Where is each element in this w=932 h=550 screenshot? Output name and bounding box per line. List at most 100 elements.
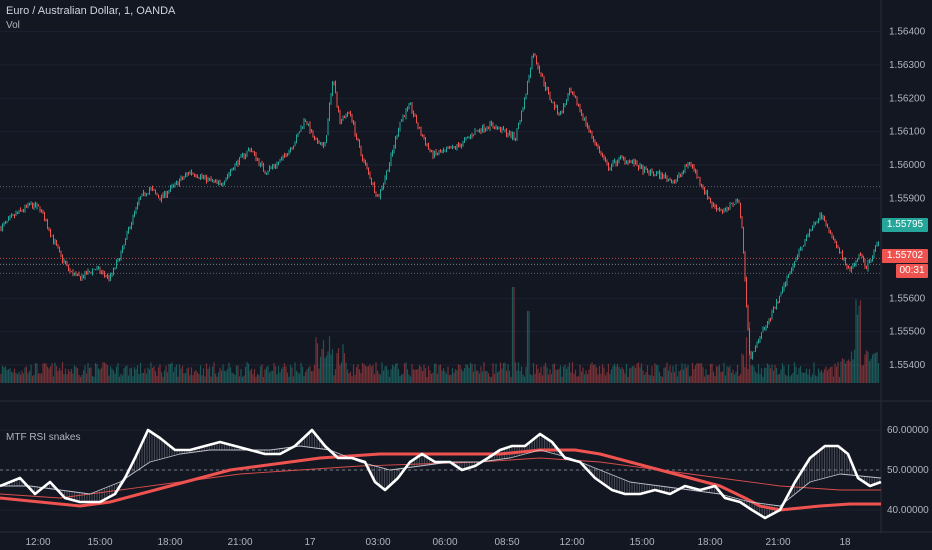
volume-bar [321,348,323,383]
volume-bar [805,368,808,383]
volume-bar [21,370,23,383]
volume-bar [552,364,554,383]
volume-bar [255,376,257,383]
volume-bar [151,367,154,383]
volume-bar [132,376,134,383]
volume-bar [763,367,766,383]
volume-bar [784,374,787,383]
volume-bar [226,368,229,383]
volume-bar [766,363,769,383]
volume-bar [18,371,20,383]
volume-bar [402,373,404,383]
volume-bar [840,361,842,383]
volume-bar [208,366,211,383]
volume-bar [319,356,322,383]
volume-bar [223,370,226,383]
volume-bar [579,364,581,383]
volume-bar [810,376,812,383]
volume-bar [393,366,395,383]
volume-bar [228,362,230,383]
volume-bar [10,371,13,383]
volume-bar [747,368,749,383]
volume-bar [207,368,209,383]
volume-bar [303,376,305,383]
volume-bar [481,371,484,383]
volume-bar [147,367,149,383]
volume-bar [294,362,296,383]
volume-bar [634,367,637,383]
volume-bar [753,366,755,383]
volume-bar [100,367,103,383]
volume-bar [88,367,91,383]
volume-bar [462,371,464,383]
volume-bar [627,376,629,383]
time-tick-label: 18 [839,537,851,548]
volume-bar [855,299,857,383]
volume-bar [201,375,203,383]
time-tick-label: 15:00 [629,537,654,548]
volume-bar [853,349,856,383]
volume-bar [642,370,644,383]
volume-bar [622,369,625,383]
volume-bar [511,287,514,383]
volume-bar [603,367,605,383]
time-tick-label: 18:00 [157,537,182,548]
volume-bar [433,363,436,383]
volume-bar [756,373,758,383]
countdown-badge: 00:31 [896,264,928,278]
volume-bar [267,365,269,383]
time-tick-label: 08:50 [494,537,519,548]
volume-bar [718,364,721,383]
volume-bar [298,373,301,383]
volume-bar [651,366,653,383]
volume-bar [814,375,817,383]
volume-bar [445,373,448,383]
volume-bar [415,369,418,383]
volume-bar [633,365,635,383]
volume-bar [709,363,712,383]
volume-bar [126,365,128,383]
volume-bar [318,368,320,383]
volume-bar [862,364,865,383]
volume-bar [48,368,50,383]
volume-bar [694,365,697,383]
volume-bar [655,364,658,383]
volume-bar [726,366,728,383]
volume-bar [648,374,650,383]
volume-bar [337,348,340,383]
volume-bar [420,366,422,383]
volume-bar [13,368,16,383]
volume-bar [264,369,266,383]
volume-bar [19,374,22,383]
volume-bar [115,366,118,383]
volume-bar [216,376,218,383]
volume-bar [804,372,806,383]
volume-bar [330,354,332,383]
volume-bar [649,375,652,383]
volume-bar [306,369,308,383]
volume-bar [246,362,248,383]
volume-bar [312,370,314,383]
volume-bar [790,374,793,383]
volume-bar [160,372,163,383]
volume-bar [169,363,172,383]
volume-bar [27,373,29,383]
volume-bar [358,369,361,383]
volume-bar [166,372,169,383]
volume-bar [148,369,151,383]
volume-bar [181,365,184,383]
volume-bar [117,363,119,383]
volume-bar [438,365,440,383]
volume-bar [3,367,5,383]
volume-bar [46,366,49,383]
volume-bar [121,375,124,383]
symbol-title: Euro / Australian Dollar, 1, OANDA [6,5,176,17]
volume-bar [285,366,287,383]
volume-bar [706,375,709,383]
volume-bar [220,370,223,383]
volume-bar [531,375,533,383]
volume-bar [832,376,835,383]
volume-bar [316,343,319,383]
volume-bar [75,366,77,383]
